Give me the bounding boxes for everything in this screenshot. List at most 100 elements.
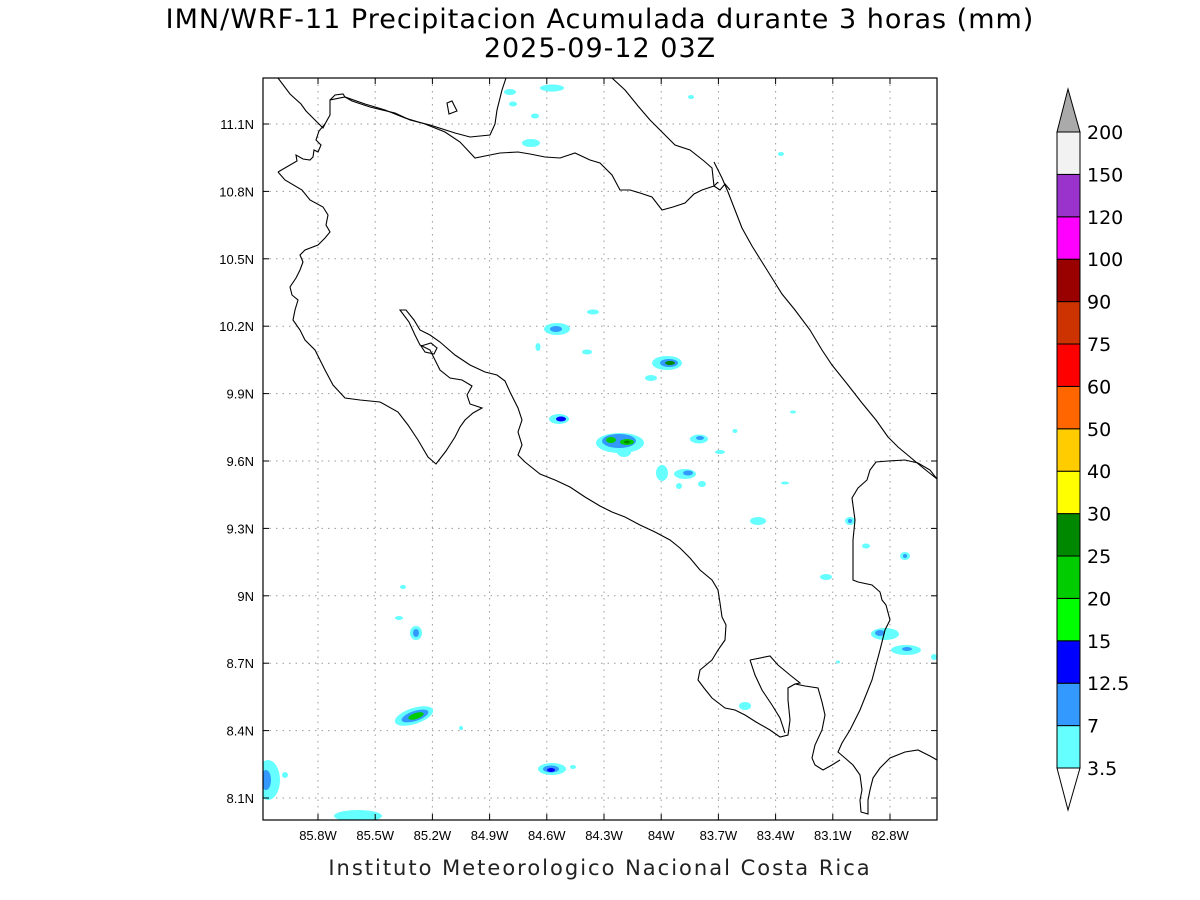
legend-color-box	[1056, 343, 1081, 387]
coastline	[277, 78, 326, 129]
legend-overflow-arrow	[1056, 87, 1081, 133]
precip-cell	[790, 410, 796, 414]
lon-tick-label: 83.1W	[814, 828, 852, 843]
legend-label: 3.5	[1087, 758, 1117, 780]
precip-cell	[509, 101, 517, 107]
legend-color-box	[1056, 301, 1081, 345]
legend-label: 30	[1087, 504, 1111, 526]
lon-tick-label: 82.8W	[871, 828, 909, 843]
precip-cell	[739, 702, 751, 710]
precip-cell	[540, 84, 564, 92]
map-frame	[262, 77, 938, 821]
precip-cell	[778, 152, 784, 156]
precip-cell	[395, 616, 403, 620]
precip-cell	[845, 517, 855, 525]
footer-credit: Instituto Meteorologico Nacional Costa R…	[328, 856, 872, 880]
coastline	[713, 161, 937, 480]
precip-cell	[931, 654, 937, 660]
precip-cell	[587, 309, 599, 315]
legend-label: 100	[1087, 249, 1123, 271]
precip-cell	[676, 483, 682, 489]
precip-cell	[522, 139, 540, 147]
precip-cell	[459, 726, 463, 730]
border-line	[837, 459, 937, 815]
lat-tick-label: 8.7N	[227, 656, 254, 671]
precip-cell	[715, 450, 725, 454]
precip-cell	[570, 765, 576, 769]
chart-subtitle-datetime: 2025-09-12 03Z	[483, 33, 717, 64]
legend-color-box	[1056, 640, 1081, 684]
legend-color-box	[1056, 470, 1081, 515]
legend-color-box	[1056, 216, 1081, 260]
legend-color-box	[1056, 513, 1081, 557]
lon-tick-label: 83.4W	[757, 828, 795, 843]
lat-tick-label: 10.2N	[219, 319, 254, 334]
lat-tick-label: 9.6N	[227, 454, 254, 469]
legend-label: 25	[1087, 546, 1111, 568]
legend-label: 20	[1087, 588, 1111, 610]
lat-tick-label: 9.9N	[227, 387, 254, 402]
border-line	[277, 96, 719, 211]
precip-cell	[334, 810, 382, 820]
lon-tick-label: 85.2W	[414, 828, 452, 843]
precip-cell	[690, 434, 708, 444]
lon-tick-label: 84.3W	[585, 828, 623, 843]
legend-label: 15	[1087, 631, 1111, 653]
precipitation-cells	[263, 84, 937, 820]
legend-labels: 3.5 7 12.5 15 20 25 30 40 50 60 75 90 100 120 150 200	[1087, 122, 1129, 780]
precip-cell	[582, 349, 592, 355]
precip-cell	[596, 433, 644, 457]
lake-shore	[329, 78, 507, 138]
precip-cell	[549, 414, 569, 424]
legend-color-box	[1056, 131, 1081, 175]
lon-tick-label: 85.8W	[299, 828, 337, 843]
precip-cell	[652, 356, 682, 370]
lon-tick-label: 84.9W	[471, 828, 509, 843]
island	[446, 100, 458, 115]
legend-label: 40	[1087, 461, 1111, 483]
lon-tick-label: 84W	[648, 828, 675, 843]
lat-tick-label: 9N	[237, 589, 254, 604]
precip-cell	[750, 517, 766, 525]
precip-cell	[674, 469, 696, 479]
island	[420, 342, 438, 355]
lat-tick-label: 8.1N	[227, 791, 254, 806]
lat-tick-label: 11.1N	[220, 117, 254, 132]
precip-cell	[732, 429, 738, 433]
precip-cell	[781, 481, 789, 485]
precip-cell	[645, 375, 657, 381]
legend-color-box	[1056, 258, 1081, 303]
legend-color-boxes	[1056, 131, 1081, 769]
precip-cell	[531, 113, 539, 119]
precip-cell	[656, 465, 668, 481]
precip-cell	[504, 89, 516, 95]
lon-tick-label: 85.5W	[356, 828, 394, 843]
legend-color-box	[1056, 682, 1081, 727]
map-background	[263, 78, 937, 820]
precip-cell	[688, 95, 694, 99]
legend-color-box	[1056, 597, 1081, 642]
lon-tick-label: 83.7W	[700, 828, 738, 843]
coastlines-borders	[277, 78, 937, 815]
grid-lines	[263, 78, 937, 820]
legend-label: 75	[1087, 334, 1111, 356]
lat-tick-label: 10.5N	[219, 252, 254, 267]
lat-tick-label: 8.4N	[227, 724, 254, 739]
precip-cell	[544, 323, 570, 335]
precip-cell	[698, 481, 706, 487]
legend-label: 12.5	[1087, 673, 1129, 695]
legend-color-box	[1056, 725, 1081, 769]
precip-cell	[862, 543, 870, 549]
latitude-ticks: 11.1N 10.8N 10.5N 10.2N 9.9N 9.6N 9.3N 9N 8.7N 8.…	[219, 117, 937, 806]
precip-cell	[891, 645, 921, 655]
legend-label: 7	[1087, 716, 1099, 738]
legend-color-box	[1056, 173, 1081, 218]
legend-underflow-arrow	[1056, 767, 1081, 812]
precip-cell	[282, 772, 288, 778]
precip-cell	[538, 763, 566, 775]
legend-label: 200	[1087, 122, 1123, 144]
legend-color-box	[1056, 385, 1081, 430]
precip-cell	[263, 760, 280, 800]
precip-cell	[410, 626, 422, 640]
